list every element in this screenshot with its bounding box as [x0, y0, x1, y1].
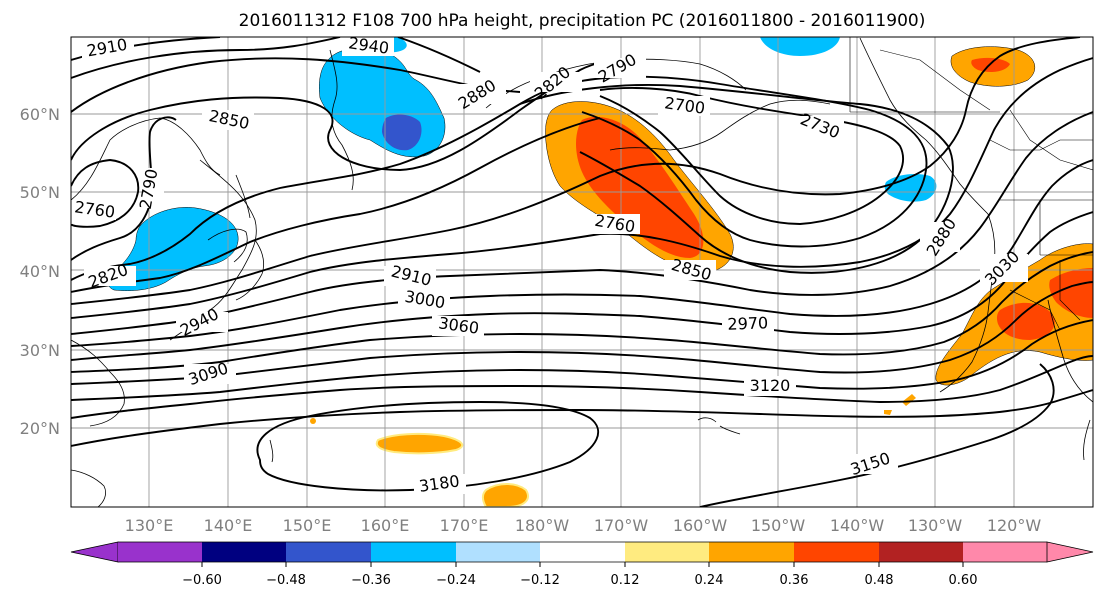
contour-label: 3150	[846, 448, 898, 479]
lat-label: 40°N	[20, 262, 60, 281]
lon-label: 140°W	[830, 516, 885, 535]
colorbar-tick-label: −0.12	[520, 573, 560, 588]
lon-label: 150°W	[751, 516, 806, 535]
lon-label: 160°W	[673, 516, 728, 535]
colorbar-segment	[456, 542, 540, 562]
colorbar-segment	[879, 542, 963, 562]
colorbar: −0.60 −0.48 −0.36 −0.24 −0.12 0.12 0.24 …	[70, 541, 1094, 588]
lon-label: 140°E	[204, 516, 253, 535]
contour-label: 2850	[202, 106, 254, 133]
contour-label: 2760	[71, 197, 116, 222]
contour-label: 2940	[342, 33, 394, 58]
colorbar-segment	[118, 542, 202, 562]
lon-label: 130°W	[908, 516, 963, 535]
colorbar-segment	[625, 542, 709, 562]
svg-text:3120: 3120	[750, 376, 791, 395]
colorbar-segment	[540, 542, 625, 562]
map-area: 2910 2940 2850 2880 2820 2790 2700 2730 …	[71, 33, 1093, 507]
lon-label: 170°E	[440, 516, 489, 535]
map-title: 2016011312 F108 700 hPa height, precipit…	[239, 11, 926, 31]
svg-text:2970: 2970	[727, 313, 768, 333]
contour-label: 2700	[658, 93, 710, 118]
lon-label: 150°E	[283, 516, 332, 535]
colorbar-extend-max	[1046, 541, 1094, 563]
contour-label: 3090	[184, 358, 236, 389]
colorbar-segment	[202, 542, 286, 562]
colorbar-segment	[794, 542, 879, 562]
colorbar-segment	[286, 542, 371, 562]
svg-text:2910: 2910	[85, 35, 128, 61]
contour-label: 3180	[414, 471, 466, 496]
lat-label: 30°N	[20, 341, 60, 360]
lon-label: 170°W	[594, 516, 649, 535]
lon-label: 120°W	[987, 516, 1042, 535]
colorbar-tick-label: −0.24	[436, 573, 476, 588]
colorbar-segment	[963, 542, 1047, 562]
colorbar-tick-label: 0.48	[865, 573, 894, 588]
colorbar-tick-label: 0.12	[611, 573, 640, 588]
colorbar-segment	[371, 542, 456, 562]
latitude-labels: 60°N 50°N 40°N 30°N 20°N	[20, 105, 60, 438]
colorbar-tick-label: 0.24	[695, 573, 724, 588]
contour-label: 3060	[432, 313, 484, 338]
longitude-labels: 130°E 140°E 150°E 160°E 170°E 180°W 170°…	[125, 516, 1042, 535]
height-contours	[71, 37, 1093, 507]
contour-label: 2970	[722, 313, 774, 334]
colorbar-tick-label: −0.60	[182, 573, 222, 588]
lat-label: 50°N	[20, 183, 60, 202]
colorbar-segment	[709, 542, 794, 562]
contour-label: 2760	[588, 211, 640, 236]
contour-label: 3120	[744, 376, 796, 396]
colorbar-tick-label: −0.48	[266, 573, 306, 588]
map-frame	[70, 36, 1094, 508]
lat-label: 20°N	[20, 419, 60, 438]
colorbar-tick-label: 0.60	[949, 573, 978, 588]
contour-label: 2880	[920, 215, 960, 259]
colorbar-tick-label: −0.36	[351, 573, 391, 588]
contour-label: 2910	[82, 35, 134, 61]
contour-label: 3000	[398, 287, 450, 312]
lat-label: 60°N	[20, 105, 60, 124]
svg-text:2940: 2940	[347, 33, 390, 57]
lon-label: 180°W	[515, 516, 570, 535]
coastlines	[71, 37, 1093, 507]
colorbar-extend-min	[70, 541, 119, 563]
colorbar-ticks	[201, 562, 964, 567]
contour-label: 2910	[384, 262, 436, 290]
lon-label: 160°E	[361, 516, 410, 535]
lon-label: 130°E	[125, 516, 174, 535]
colorbar-tick-label: 0.36	[780, 573, 809, 588]
